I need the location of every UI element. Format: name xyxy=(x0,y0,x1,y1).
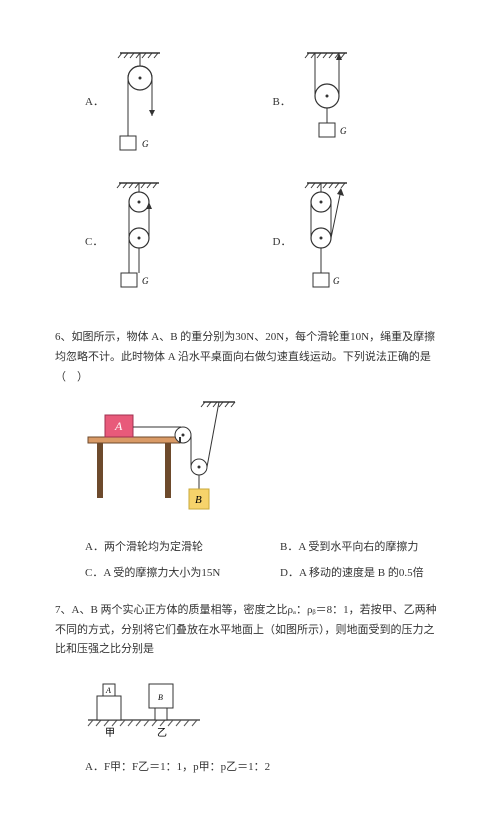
q6-figure: A B xyxy=(85,397,255,517)
svg-text:A: A xyxy=(105,686,111,695)
pulley-figure-b: G xyxy=(297,48,357,158)
q6-text: 6、如图所示，物体 A、B 的重分别为30N、20N，每个滑轮重10N，绳重及摩… xyxy=(55,328,445,387)
q7-figure-wrap: A 甲 B 乙 xyxy=(55,670,445,748)
weight-label: G xyxy=(142,276,149,286)
svg-text:甲: 甲 xyxy=(105,728,115,739)
q5-option-d: D． G xyxy=(258,178,446,308)
q7-optA: A．F甲：F乙＝1：1，p甲：p乙＝1：2 xyxy=(55,758,445,778)
weight-label: G xyxy=(142,139,149,149)
svg-text:B: B xyxy=(158,693,163,702)
q7-text: 7、A、B 两个实心正方体的质量相等，密度之比ρₐ：ρᵦ＝8：1，若按甲、乙两种… xyxy=(55,601,445,660)
q6-figure-wrap: A B xyxy=(55,397,445,525)
q5-optC-label: C． xyxy=(85,233,103,253)
pulley-figure-d: G xyxy=(297,178,357,308)
q7-figure: A 甲 B 乙 xyxy=(85,670,205,740)
weight-label: G xyxy=(340,126,347,136)
pulley-figure-c: G xyxy=(109,178,169,308)
q5-optA-label: A． xyxy=(85,93,104,113)
svg-text:乙: 乙 xyxy=(157,727,167,739)
q6-answer-options: A．两个滑轮均为定滑轮 B．A 受到水平向右的摩擦力 C．A 受的摩擦力大小为1… xyxy=(55,535,445,587)
q5-option-a: A． G xyxy=(55,48,258,158)
q5-options-row-1: A． G B． G xyxy=(55,48,445,158)
q6-optB: B．A 受到水平向右的摩擦力 xyxy=(250,535,445,561)
svg-text:B: B xyxy=(195,494,202,506)
q5-options-row-2: C． G D． xyxy=(55,178,445,308)
weight-label: G xyxy=(333,276,340,286)
q5-optB-label: B． xyxy=(273,93,291,113)
q6-optC: C．A 受的摩擦力大小为15N xyxy=(55,561,250,587)
pulley-figure-a: G xyxy=(110,48,170,158)
q5-optD-label: D． xyxy=(273,233,292,253)
q6-optA: A．两个滑轮均为定滑轮 xyxy=(55,535,250,561)
q5-option-c: C． G xyxy=(55,178,258,308)
q6-optD: D．A 移动的速度是 B 的0.5倍 xyxy=(250,561,445,587)
q5-option-b: B． G xyxy=(258,48,446,158)
svg-text:A: A xyxy=(114,419,123,433)
